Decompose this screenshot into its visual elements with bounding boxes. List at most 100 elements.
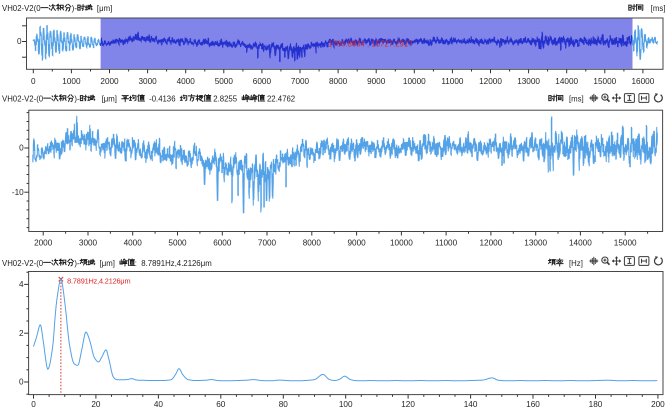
svg-text:0: 0 [13, 95, 18, 104]
svg-text:100: 100 [339, 400, 353, 409]
svg-text:H: H [7, 95, 13, 104]
svg-text:-10: -10 [12, 188, 24, 197]
svg-text:2000: 2000 [34, 239, 53, 248]
svg-text:0: 0 [17, 37, 22, 46]
svg-text:2: 2 [29, 4, 33, 13]
svg-text:]: ] [110, 4, 112, 13]
svg-text:): ) [74, 95, 77, 104]
svg-text:2: 2 [192, 259, 196, 268]
svg-text:.: . [218, 95, 220, 104]
svg-text:[ms]: [ms] [651, 4, 666, 13]
svg-text:6: 6 [196, 259, 200, 268]
svg-text:5: 5 [233, 95, 238, 104]
svg-text:1766.8834 , 15727.2917: 1766.8834 , 15727.2917 [328, 40, 413, 49]
svg-text::: : [135, 259, 137, 268]
svg-text:8: 8 [141, 259, 145, 268]
svg-text:2: 2 [271, 95, 275, 104]
svg-text:μ: μ [201, 259, 206, 268]
svg-text:2: 2 [17, 259, 21, 268]
svg-text:8: 8 [220, 95, 224, 104]
svg-text:-: - [34, 95, 37, 104]
svg-text:3000: 3000 [138, 77, 157, 86]
svg-text:0: 0 [19, 378, 24, 387]
svg-text:μ: μ [102, 259, 107, 268]
svg-text:-: - [77, 95, 80, 104]
svg-text:16000: 16000 [632, 77, 655, 86]
svg-text:V: V [24, 95, 30, 104]
svg-text:[ms]: [ms] [569, 95, 584, 104]
svg-text:H: H [7, 4, 13, 13]
svg-text:12000: 12000 [480, 239, 503, 248]
svg-text:3: 3 [167, 95, 171, 104]
svg-text:0: 0 [19, 144, 24, 153]
svg-text:9000: 9000 [367, 77, 386, 86]
svg-text:0: 0 [152, 95, 157, 104]
svg-text:7000: 7000 [258, 239, 277, 248]
svg-text:8: 8 [152, 259, 156, 268]
svg-text:8000: 8000 [303, 239, 322, 248]
svg-text:.: . [181, 259, 183, 268]
svg-text:]: ] [113, 259, 115, 268]
svg-text:4: 4 [19, 280, 24, 289]
svg-text:6: 6 [171, 95, 175, 104]
svg-text:m: m [104, 4, 111, 13]
svg-text:7: 7 [282, 95, 286, 104]
svg-text:-: - [77, 259, 80, 268]
svg-text:V: V [24, 4, 30, 13]
svg-text:4: 4 [158, 95, 163, 104]
svg-text:11000: 11000 [435, 239, 458, 248]
svg-text:9: 9 [156, 259, 160, 268]
svg-text:6000: 6000 [213, 239, 232, 248]
svg-text:): ) [72, 4, 75, 13]
svg-text:H: H [7, 259, 13, 268]
svg-text:6: 6 [287, 95, 291, 104]
svg-text:m: m [108, 95, 115, 104]
svg-text:12000: 12000 [479, 77, 502, 86]
svg-text:1: 1 [188, 259, 192, 268]
svg-text:15000: 15000 [593, 77, 616, 86]
svg-text:120: 120 [401, 400, 415, 409]
svg-text:160: 160 [526, 400, 540, 409]
svg-text:2: 2 [224, 95, 228, 104]
svg-text:-: - [74, 4, 77, 13]
svg-text:0: 0 [39, 259, 44, 268]
svg-text:60: 60 [216, 400, 226, 409]
svg-text:(: ( [34, 4, 37, 13]
svg-text:0: 0 [13, 259, 18, 268]
svg-text:2: 2 [213, 95, 217, 104]
svg-text:.: . [276, 95, 278, 104]
svg-text:20: 20 [91, 400, 101, 409]
svg-text:4: 4 [177, 259, 182, 268]
svg-text:1: 1 [161, 259, 165, 268]
svg-text:-: - [22, 95, 25, 104]
svg-text:9000: 9000 [347, 239, 366, 248]
svg-text:[: [ [102, 95, 105, 104]
svg-text:7000: 7000 [291, 77, 310, 86]
svg-text:5000: 5000 [215, 77, 234, 86]
svg-text:(: ( [36, 259, 39, 268]
svg-text:2000: 2000 [100, 77, 119, 86]
svg-text:200: 200 [651, 400, 665, 409]
svg-text:8.7891Hz,4.2126μm: 8.7891Hz,4.2126μm [67, 276, 130, 285]
svg-text:m: m [106, 259, 113, 268]
svg-text:0: 0 [39, 95, 44, 104]
svg-text:8000: 8000 [329, 77, 348, 86]
svg-text:140: 140 [464, 400, 478, 409]
svg-text:14000: 14000 [555, 77, 578, 86]
svg-text:H: H [165, 259, 171, 268]
svg-text:7: 7 [148, 259, 152, 268]
svg-text:2: 2 [17, 95, 21, 104]
svg-text:.: . [146, 259, 148, 268]
svg-text:[Hz]: [Hz] [569, 259, 583, 268]
svg-text:80: 80 [279, 400, 289, 409]
svg-text:z: z [171, 259, 175, 268]
svg-text:40: 40 [154, 400, 164, 409]
svg-text:5000: 5000 [168, 239, 187, 248]
svg-text:0: 0 [36, 4, 41, 13]
svg-text:2: 2 [183, 259, 187, 268]
svg-text:2: 2 [29, 95, 33, 104]
svg-text:]: ] [115, 95, 117, 104]
svg-text:[: [ [97, 4, 100, 13]
svg-text:13000: 13000 [517, 77, 540, 86]
svg-text:0: 0 [13, 4, 18, 13]
